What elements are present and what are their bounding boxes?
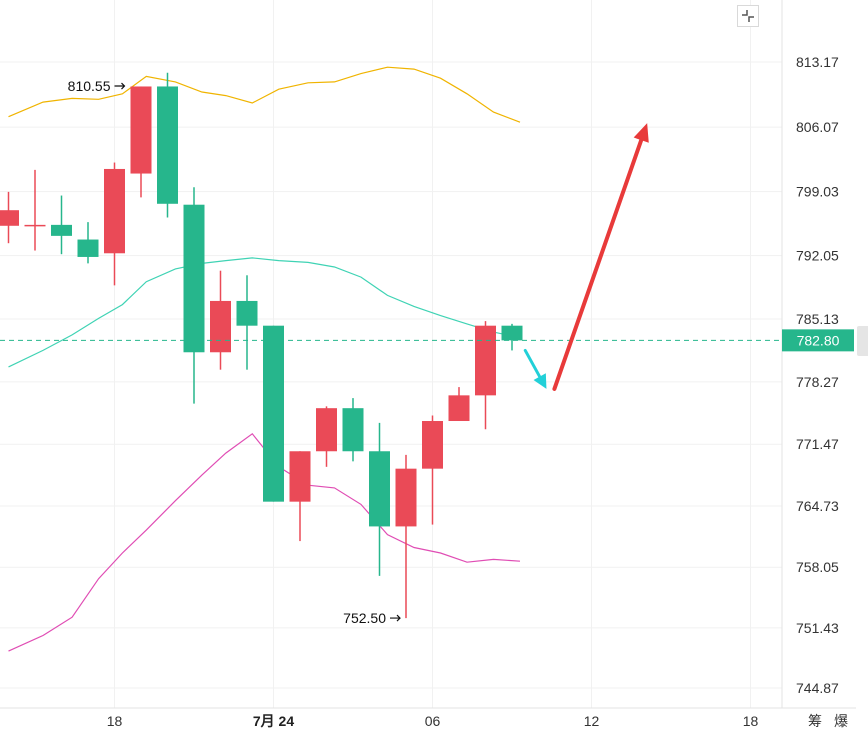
candle-down: [369, 422, 390, 576]
time-axis: 18 7月 24 06 12 18: [107, 713, 759, 729]
candle-body: [210, 300, 231, 353]
candle-body: [316, 408, 337, 452]
candlestick-series: [0, 72, 523, 619]
candle-body: [183, 204, 205, 353]
time-tick-label: 18: [743, 713, 759, 729]
chip-distribution-tab[interactable]: 筹: [808, 713, 822, 729]
arrow-head: [533, 373, 547, 389]
candle-body: [104, 168, 125, 254]
upper-band-line: [8, 66, 521, 123]
candle-up: [316, 406, 337, 467]
candle-body: [0, 210, 19, 226]
candle-up: [24, 169, 46, 251]
arrow-head: [633, 123, 649, 143]
last-price-box: 782.80: [782, 329, 854, 352]
time-tick-label: 7月 24: [253, 713, 294, 729]
candle-body: [157, 86, 178, 204]
candle-up: [210, 270, 231, 370]
candle-body: [289, 451, 311, 502]
candle-down: [77, 222, 99, 264]
candle-body: [130, 86, 152, 174]
candle-body: [263, 325, 284, 502]
price-tick-label: 751.43: [796, 620, 839, 636]
time-tick-label: 18: [107, 713, 123, 729]
candle-down: [51, 195, 72, 255]
price-tick-label: 792.05: [796, 248, 839, 264]
low-arrow-icon: [390, 614, 401, 622]
candle-up: [104, 162, 125, 286]
burst-tab[interactable]: 爆: [834, 713, 848, 729]
candle-up: [475, 321, 496, 430]
candle-down: [236, 275, 258, 370]
price-tick-label: 806.07: [796, 119, 839, 135]
side-panel-handle[interactable]: [857, 326, 868, 356]
candle-body: [24, 224, 46, 227]
candle-up: [0, 191, 19, 244]
candle-up: [289, 451, 311, 542]
candle-body: [501, 325, 523, 341]
price-tick-label: 799.03: [796, 184, 839, 200]
drawn-arrows: [523, 123, 649, 391]
fullscreen-icon: [742, 10, 754, 22]
candle-body: [369, 451, 390, 527]
candle-up: [130, 86, 152, 198]
arrow-shaft: [523, 348, 542, 379]
candle-up: [448, 387, 470, 422]
chart-grid: [0, 0, 856, 709]
time-tick-label: 12: [584, 713, 600, 729]
candle-body: [395, 468, 417, 527]
middle-band-line: [8, 257, 521, 368]
candle-down: [183, 187, 205, 404]
candle-body: [236, 300, 258, 326]
price-tick-label: 778.27: [796, 374, 839, 390]
price-tick-label: 758.05: [796, 559, 839, 575]
candle-body: [422, 421, 443, 469]
candle-down: [342, 398, 364, 462]
time-tick-label: 06: [425, 713, 441, 729]
cyan-trend-arrow: [523, 348, 547, 389]
last-price-bg: [782, 329, 854, 352]
candle-down: [501, 323, 523, 351]
price-tick-label: 771.47: [796, 436, 839, 452]
price-tick-label: 744.87: [796, 680, 839, 696]
price-tick-label: 785.13: [796, 311, 839, 327]
candle-up: [395, 454, 417, 619]
candle-down: [157, 72, 178, 218]
price-tick-label: 813.17: [796, 54, 839, 70]
high-price-label: 810.55: [68, 78, 111, 94]
candle-body: [475, 325, 496, 396]
arrow-shaft: [552, 138, 644, 391]
fullscreen-button[interactable]: [737, 5, 759, 27]
price-axis: 813.17 806.07 799.03 792.05 785.13 778.27 771.…: [782, 54, 854, 696]
candle-body: [77, 239, 99, 257]
price-tick-label: 764.73: [796, 498, 839, 514]
last-price-value: 782.80: [797, 332, 840, 348]
candle-body: [51, 224, 72, 236]
candle-body: [342, 408, 364, 452]
candle-body: [448, 395, 470, 422]
candle-up: [422, 415, 443, 525]
high-low-annotations: 810.55 752.50: [68, 78, 401, 626]
red-trend-arrow: [552, 123, 649, 391]
high-arrow-icon: [114, 82, 126, 90]
candle-down: [263, 325, 284, 502]
low-price-label: 752.50: [343, 610, 386, 626]
